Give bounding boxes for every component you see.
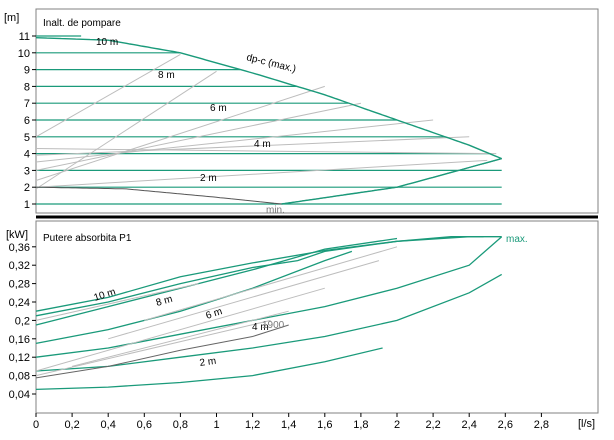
power-fan-line <box>35 283 199 321</box>
x-tick-label: 0,4 <box>101 419 116 431</box>
power-y-tick-label: 0,24 <box>9 297 30 309</box>
head-y-tick-label: 2 <box>24 182 30 194</box>
x-tick-label: 1,8 <box>353 419 368 431</box>
x-tick-label: 0 <box>33 419 39 431</box>
power-min-line <box>35 324 289 379</box>
x-axis: 0 0,2 0,4 0,6 0,8 1 1,2 1,4 1,6 1,8 2 2,2 2,4 2,6 2,8 <box>33 413 549 431</box>
head-fan-line <box>35 54 181 138</box>
head-y-tick-label: 5 <box>24 132 30 144</box>
power-y-tick-label: 0,36 <box>9 242 30 254</box>
x-tick-label: 1,4 <box>281 419 296 431</box>
power-curves <box>35 236 503 391</box>
power-fan-line <box>35 287 325 372</box>
power-curve <box>35 273 503 372</box>
power-y-tick-label: 0,12 <box>9 352 30 364</box>
power-curve <box>35 347 383 391</box>
head-y-tick-label: 11 <box>19 31 30 43</box>
x-tick-label: 0,2 <box>64 419 79 431</box>
power-y-tick-label: 0,32 <box>9 260 30 272</box>
power-y-tick-label: 0,2 <box>15 315 30 327</box>
power-fan-line <box>108 260 380 340</box>
power-y-tick-label: 0,08 <box>9 371 30 383</box>
head-plot-frame <box>35 8 599 214</box>
power-fan-line <box>144 246 398 321</box>
head-y-tick-label: 6 <box>24 115 30 127</box>
head-label-10m: 10 m <box>96 37 118 48</box>
head-label-min: min. <box>266 205 285 216</box>
power-curve <box>35 237 398 326</box>
power-curve <box>35 236 484 312</box>
head-label-4m: 4 m <box>254 139 271 150</box>
head-min-curve-right <box>281 157 502 205</box>
head-y-tick-label: 7 <box>24 98 30 110</box>
head-fan-line <box>35 119 434 163</box>
power-fan-line <box>35 319 271 377</box>
x-tick-label: 2,6 <box>498 419 513 431</box>
power-y-tick-label: 0,28 <box>9 279 30 291</box>
head-panel-title: Inalt. de pompare <box>43 18 121 29</box>
head-y-tick-label: 10 <box>18 48 30 60</box>
power-curve <box>35 236 502 317</box>
power-label-2m: 2 m <box>199 356 217 369</box>
power-unit-label: [kW] <box>6 229 28 241</box>
power-curve <box>35 236 503 358</box>
power-fan-line <box>71 310 289 367</box>
head-fan-line <box>35 70 217 190</box>
head-envelope-curve <box>35 37 502 160</box>
head-y-tick-label: 8 <box>24 81 30 93</box>
x-tick-label: 2,2 <box>425 419 440 431</box>
x-tick-label: 1,6 <box>317 419 332 431</box>
power-label-6m: 6 m <box>205 306 224 322</box>
power-label-max: max. <box>506 234 528 245</box>
head-y-tick-label: 1 <box>24 199 30 211</box>
power-label-8m: 8 m <box>155 294 174 309</box>
x-unit-label: [l/s] <box>578 418 595 430</box>
head-fan-line <box>35 85 325 181</box>
head-label-2m: 2 m <box>200 173 217 184</box>
x-tick-label: 0,8 <box>173 419 188 431</box>
head-y-tick-label: 4 <box>24 149 30 161</box>
head-fan-line <box>35 159 488 188</box>
power-panel-title: Putere absorbita P1 <box>43 233 132 244</box>
head-y-axis: 1 2 3 4 5 6 7 8 9 10 11 <box>18 31 36 211</box>
power-label-1900: 1900 <box>262 320 285 331</box>
x-tick-label: 2 <box>394 419 400 431</box>
power-y-tick-label: 0,04 <box>9 389 30 401</box>
x-tick-label: 2,4 <box>462 419 477 431</box>
power-plot-frame <box>35 220 599 414</box>
power-y-axis: 0,04 0,08 0,12 0,16 0,2 0,24 0,28 0,32 0,36 <box>9 242 36 401</box>
head-unit-label: [m] <box>4 12 19 24</box>
head-fan-line <box>35 102 362 171</box>
head-fan-line <box>35 136 470 156</box>
x-tick-label: 1,2 <box>245 419 260 431</box>
x-tick-label: 2,8 <box>534 419 549 431</box>
head-label-6m: 6 m <box>210 103 227 114</box>
head-curves <box>35 35 502 205</box>
x-tick-label: 0,6 <box>137 419 152 431</box>
power-label-4m: 4 m <box>252 322 269 333</box>
head-y-tick-label: 3 <box>24 165 30 177</box>
x-tick-label: 1 <box>213 419 219 431</box>
head-fan-line <box>35 148 497 155</box>
head-y-tick-label: 9 <box>24 65 30 77</box>
head-label-8m: 8 m <box>158 70 175 81</box>
power-y-tick-label: 0,16 <box>9 334 30 346</box>
